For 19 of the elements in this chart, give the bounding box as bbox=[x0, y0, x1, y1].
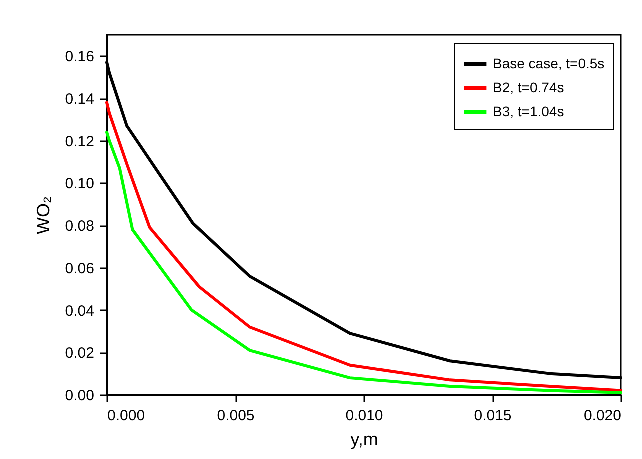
y-tick-label: 0.00 bbox=[65, 388, 94, 404]
x-tick-label: 0.010 bbox=[346, 408, 384, 424]
legend-label: B3, t=1.04s bbox=[493, 104, 564, 120]
y-tick-label: 0.04 bbox=[65, 302, 94, 320]
y-tick-label: 0.10 bbox=[65, 176, 94, 193]
y-axis-title: WO₂ bbox=[33, 196, 54, 234]
legend-label: Base case, t=0.5s bbox=[493, 56, 605, 72]
x-axis-title: y,m bbox=[350, 430, 378, 450]
x-tick-label: 0.000 bbox=[108, 408, 146, 424]
y-tick-label: 0.16 bbox=[65, 48, 94, 66]
legend-label: B2, t=0.74s bbox=[493, 80, 564, 96]
y-tick-label: 0.08 bbox=[65, 218, 94, 236]
x-tick-label: 0.015 bbox=[474, 408, 512, 424]
y-tick-label: 0.02 bbox=[65, 345, 94, 362]
x-tick-label: 0.005 bbox=[217, 408, 255, 424]
x-tick-label: 0.020 bbox=[584, 408, 622, 424]
y-tick-label: 0.14 bbox=[65, 91, 94, 108]
y-tick-label: 0.06 bbox=[65, 260, 94, 278]
y-tick-label: 0.12 bbox=[65, 133, 94, 150]
